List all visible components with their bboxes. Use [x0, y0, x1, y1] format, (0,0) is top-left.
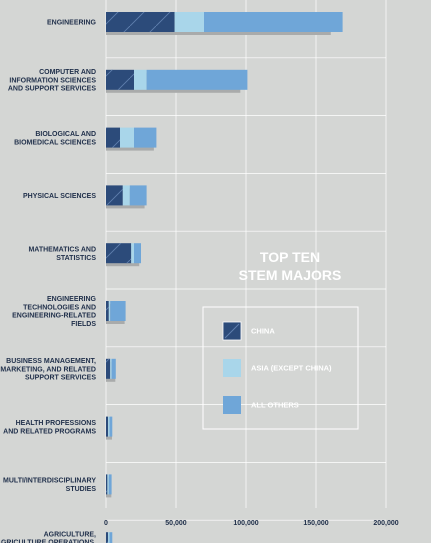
bar-hatch-overlay	[106, 243, 132, 264]
category-label: MATHEMATICS AND	[28, 247, 96, 254]
bar-hatch-overlay	[106, 69, 134, 90]
category-label: ENGINEERING	[47, 20, 97, 27]
category-label: BIOMEDICAL SCIENCES	[14, 139, 96, 146]
bar-hatch-overlay	[106, 474, 108, 495]
x-tick-label: 200,000	[373, 520, 398, 527]
bar-segment-others	[111, 358, 116, 379]
category-label: AGRICULTURE,	[44, 531, 96, 538]
category-label: MULTI/INTERDISCIPLINARY	[3, 478, 96, 485]
category-label: TECHNOLOGIES AND	[23, 304, 96, 311]
category-label: BIOLOGICAL AND	[35, 131, 96, 138]
bar-segment-others	[108, 474, 112, 495]
category-label: PHYSICAL SCIENCES	[23, 193, 96, 200]
category-label: MARKETING, AND RELATED	[0, 366, 96, 373]
category-label: STUDIES	[66, 486, 97, 493]
legend-label-asia: ASIA (EXCEPT CHINA)	[251, 364, 332, 373]
x-tick-label: 0	[104, 520, 108, 527]
legend-box	[202, 306, 359, 430]
category-label: COMPUTER AND	[39, 69, 96, 76]
category-label: ENGINEERING	[47, 296, 97, 303]
x-axis-tick-labels: 0 50,000 100,000 150,000 200,000	[104, 520, 399, 527]
bar-hatch-overlay	[106, 532, 109, 543]
bar-hatch-overlay	[106, 127, 120, 148]
bar-segment-others	[134, 127, 157, 148]
legend-label-others: ALL OTHERS	[251, 401, 299, 410]
bar-segment-asia	[108, 301, 111, 321]
chart-title-line-1: TOP TEN	[260, 249, 320, 265]
bar-hatch-overlay	[106, 301, 109, 321]
bar-segment-asia	[110, 358, 112, 379]
legend-item-china: CHINA	[222, 321, 275, 341]
bar-segment-asia	[107, 474, 109, 495]
bar-segment-others	[134, 243, 141, 264]
bar-hatch-overlay	[106, 358, 111, 379]
x-tick-label: 100,000	[233, 520, 258, 527]
category-label: AGRICULTURE OPERATIONS,	[0, 540, 96, 543]
category-label: STATISTICS	[56, 255, 96, 262]
bar-segment-others	[146, 69, 248, 90]
legend-swatch-asia	[223, 359, 241, 377]
category-label: HEALTH PROFESSIONS	[16, 420, 97, 427]
x-tick-label: 150,000	[303, 520, 328, 527]
legend: CHINA ASIA (EXCEPT CHINA) ALL OTHERS	[202, 306, 359, 430]
bar-segment-others	[110, 301, 126, 321]
bar-segment-asia	[120, 127, 134, 148]
category-label: BUSINESS MANAGEMENT,	[6, 358, 96, 365]
bar-segment-others	[204, 12, 343, 32]
legend-label-china: CHINA	[251, 327, 275, 336]
category-label: ENGINEERING-RELATED	[12, 313, 96, 320]
category-label: AND RELATED PROGRAMS	[3, 428, 96, 435]
bar-segment-asia	[131, 243, 134, 264]
bar-segment-asia	[174, 12, 204, 32]
category-label: FIELDS	[71, 321, 96, 328]
bar-segment-others	[109, 532, 113, 543]
bar-hatch-overlay	[106, 416, 109, 437]
bar-hatch-overlay	[106, 12, 175, 32]
bars	[106, 12, 343, 543]
category-label: AND SUPPORT SERVICES	[8, 86, 96, 93]
category-label: SUPPORT SERVICES	[25, 375, 96, 382]
bar-hatch-overlay	[106, 185, 123, 206]
legend-item-others: ALL OTHERS	[223, 396, 299, 414]
category-label: INFORMATION SCIENCES	[9, 77, 96, 84]
legend-swatch-others	[223, 396, 241, 414]
chart-title: TOP TEN STEM MAJORS	[239, 249, 342, 283]
bar-segment-others	[129, 185, 147, 206]
bar-segment-asia	[108, 532, 110, 543]
legend-item-asia: ASIA (EXCEPT CHINA)	[223, 359, 332, 377]
bar-segment-asia	[122, 185, 130, 206]
bar-segment-others	[109, 416, 113, 437]
legend-hatch-mark	[224, 323, 240, 339]
x-tick-label: 50,000	[165, 520, 187, 527]
chart-title-line-2: STEM MAJORS	[239, 267, 342, 283]
bar-segment-asia	[134, 69, 147, 90]
bar-segment-asia	[108, 416, 110, 437]
